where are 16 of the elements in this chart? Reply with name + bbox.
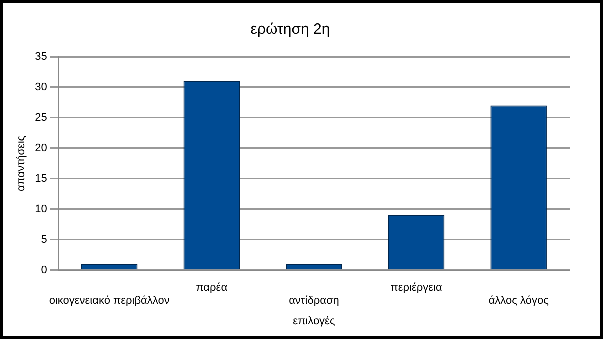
x-tick-label: αντίδραση bbox=[289, 295, 340, 308]
y-tick-label: 35 bbox=[35, 51, 48, 64]
chart-title: ερώτηση 2η bbox=[250, 21, 330, 38]
y-tick-label: 15 bbox=[35, 172, 48, 185]
x-tick-label: παρέα bbox=[196, 282, 228, 294]
x-axis-title: επιλογές bbox=[293, 315, 336, 328]
y-tick-label: 0 bbox=[41, 264, 48, 276]
x-tick-label: οικογενειακό περιβάλλον bbox=[49, 295, 170, 308]
x-tick-label: περιέργεια bbox=[390, 282, 443, 294]
y-tick-label: 10 bbox=[35, 203, 48, 216]
y-tick-label: 25 bbox=[35, 112, 48, 124]
y-tick-label: 20 bbox=[35, 142, 48, 154]
y-axis-title: απαντήσεις bbox=[16, 136, 28, 192]
y-tick-label: 30 bbox=[35, 82, 48, 94]
x-tick-label: άλλος λόγος bbox=[488, 295, 549, 308]
y-tick-label: 5 bbox=[41, 234, 48, 246]
